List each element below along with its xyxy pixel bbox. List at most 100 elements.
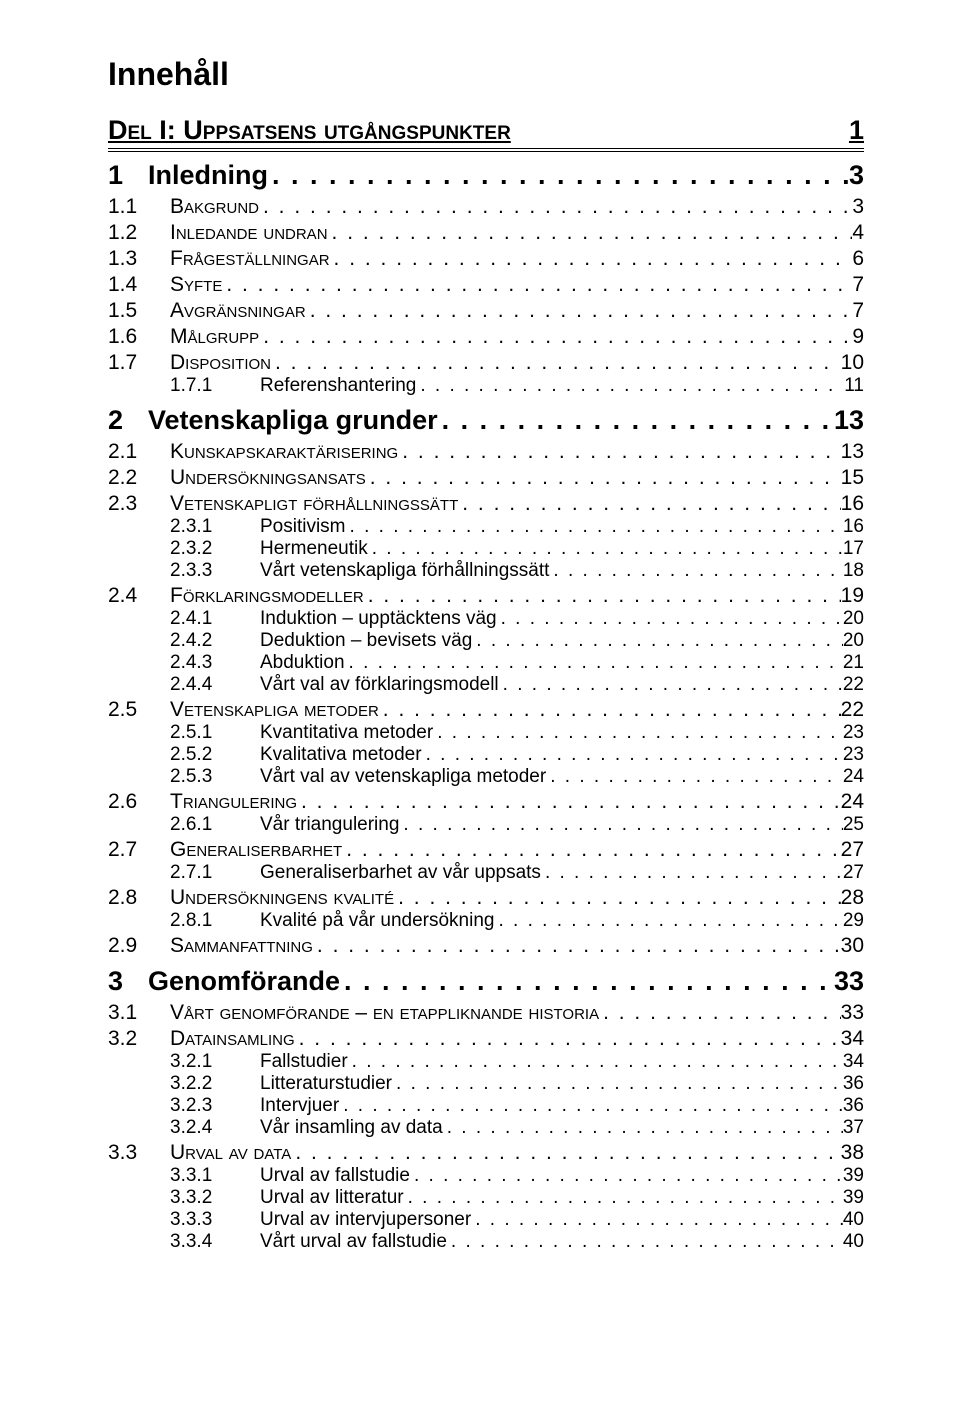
toc-entry-text: Målgrupp: [170, 325, 259, 349]
toc-leader-dots: . . . . . . . . . . . . . . . . . . . . …: [458, 492, 840, 516]
toc-entry: 2.8Undersökningens kvalité. . . . . . . …: [108, 886, 864, 910]
toc-entry-page: 10: [841, 351, 864, 375]
toc-entry-page: 30: [841, 934, 864, 958]
toc-leader-dots: . . . . . . . . . . . . . . . . . . . . …: [297, 790, 841, 814]
toc-entry-page: 11: [844, 375, 864, 397]
toc-entry-number: 3.3.1: [170, 1165, 260, 1187]
toc-leader-dots: . . . . . . . . . . . . . . . . . . . . …: [472, 630, 843, 652]
toc-entry-text: Hermeneutik: [260, 538, 368, 560]
toc-entry-page: 16: [843, 516, 864, 538]
toc-entry-text: Urval av intervjupersoner: [260, 1209, 471, 1231]
toc-leader-dots: . . . . . . . . . . . . . . . . . . . . …: [447, 1231, 843, 1253]
toc-leader-dots: . . . . . . . . . . . . . . . . . . . . …: [497, 608, 843, 630]
toc-entry-number: 2.3.1: [170, 516, 260, 538]
toc-list: 1Inledning. . . . . . . . . . . . . . . …: [108, 160, 864, 1253]
toc-entry-page: 24: [841, 790, 864, 814]
toc-entry-number: 1.4: [108, 273, 170, 297]
toc-entry-text: Vårt val av förklaringsmodell: [260, 674, 499, 696]
toc-entry: 2.3.2Hermeneutik. . . . . . . . . . . . …: [108, 538, 864, 560]
toc-entry-text: Förklaringsmodeller: [170, 584, 364, 608]
toc-entry: 3.2.3Intervjuer. . . . . . . . . . . . .…: [108, 1095, 864, 1117]
toc-entry: 2.7.1Generaliserbarhet av vår uppsats. .…: [108, 862, 864, 884]
toc-entry-number: 2.5.2: [170, 744, 260, 766]
toc-entry-number: 1.2: [108, 221, 170, 245]
toc-entry-number: 1.6: [108, 325, 170, 349]
toc-entry-text: Induktion – upptäcktens väg: [260, 608, 497, 630]
toc-leader-dots: . . . . . . . . . . . . . . . . . . . . …: [368, 538, 843, 560]
toc-entry-page: 34: [843, 1051, 864, 1073]
toc-entry: 1Inledning. . . . . . . . . . . . . . . …: [108, 160, 864, 191]
toc-entry-text: Bakgrund: [170, 195, 259, 219]
toc-entry-number: 2.3.3: [170, 560, 260, 582]
toc-leader-dots: . . . . . . . . . . . . . . . . . . . . …: [549, 560, 842, 582]
toc-entry-number: 3: [108, 966, 148, 997]
toc-leader-dots: . . . . . . . . . . . . . . . . . . . . …: [422, 744, 843, 766]
toc-entry-text: Undersökningens kvalité: [170, 886, 394, 910]
toc-entry-text: Fallstudier: [260, 1051, 348, 1073]
toc-entry: 2Vetenskapliga grunder. . . . . . . . . …: [108, 405, 864, 436]
toc-entry-text: Intervjuer: [260, 1095, 339, 1117]
toc-entry-page: 6: [852, 247, 864, 271]
toc-leader-dots: . . . . . . . . . . . . . . . . . . . . …: [222, 273, 852, 297]
toc-leader-dots: . . . . . . . . . . . . . . . . . . . . …: [599, 1001, 841, 1025]
toc-entry-page: 29: [843, 910, 864, 932]
toc-leader-dots: . . . . . . . . . . . . . . . . . . . . …: [541, 862, 843, 884]
toc-leader-dots: . . . . . . . . . . . . . . . . . . . . …: [291, 1141, 840, 1165]
toc-entry: 2.6Triangulering. . . . . . . . . . . . …: [108, 790, 864, 814]
toc-leader-dots: . . . . . . . . . . . . . . . . . . . . …: [416, 375, 844, 397]
toc-entry-number: 1: [108, 160, 148, 191]
toc-entry-number: 2.2: [108, 466, 170, 490]
toc-entry-text: Syfte: [170, 273, 222, 297]
toc-entry-number: 2.5: [108, 698, 170, 722]
toc-entry: 2.8.1Kvalité på vår undersökning. . . . …: [108, 910, 864, 932]
toc-entry-text: Inledande undran: [170, 221, 328, 245]
toc-entry-number: 2.4.1: [170, 608, 260, 630]
toc-entry-text: Triangulering: [170, 790, 297, 814]
toc-entry-number: 2.9: [108, 934, 170, 958]
toc-entry-number: 3.1: [108, 1001, 170, 1025]
toc-entry-page: 19: [841, 584, 864, 608]
toc-leader-dots: . . . . . . . . . . . . . . . . . . . . …: [259, 325, 852, 349]
toc-title: Innehåll: [108, 56, 864, 93]
toc-entry-text: Disposition: [170, 351, 271, 375]
toc-leader-dots: . . . . . . . . . . . . . . . . . . . . …: [410, 1165, 843, 1187]
toc-leader-dots: . . . . . . . . . . . . . . . . . . . . …: [399, 814, 842, 836]
toc-leader-dots: . . . . . . . . . . . . . . . . . . . . …: [394, 886, 841, 910]
toc-entry-number: 2.1: [108, 440, 170, 464]
toc-entry-page: 33: [834, 966, 864, 997]
toc-entry: 2.4.2Deduktion – bevisets väg. . . . . .…: [108, 630, 864, 652]
toc-leader-dots: . . . . . . . . . . . . . . . . . . . . …: [364, 584, 841, 608]
toc-entry-number: 3.2.2: [170, 1073, 260, 1095]
toc-entry-number: 2.7: [108, 838, 170, 862]
toc-leader-dots: . . . . . . . . . . . . . . . . . . . . …: [271, 351, 841, 375]
toc-entry: 2.9Sammanfattning. . . . . . . . . . . .…: [108, 934, 864, 958]
toc-leader-dots: . . . . . . . . . . . . . . . . . . . . …: [348, 1051, 843, 1073]
toc-entry: 2.3Vetenskapligt förhållningssätt. . . .…: [108, 492, 864, 516]
toc-leader-dots: . . . . . . . . . . . . . . . . . . . . …: [471, 1209, 843, 1231]
toc-entry-number: 3.3: [108, 1141, 170, 1165]
toc-entry-number: 2: [108, 405, 148, 436]
toc-entry-page: 20: [843, 630, 864, 652]
toc-leader-dots: . . . . . . . . . . . . . . . . . . . . …: [433, 722, 843, 744]
toc-entry-page: 23: [843, 744, 864, 766]
toc-entry: 1.1Bakgrund. . . . . . . . . . . . . . .…: [108, 195, 864, 219]
toc-entry-number: 1.7: [108, 351, 170, 375]
toc-entry-text: Vårt vetenskapliga förhållningssätt: [260, 560, 549, 582]
toc-entry-page: 34: [841, 1027, 864, 1051]
toc-entry-number: 1.5: [108, 299, 170, 323]
toc-entry: 1.4Syfte. . . . . . . . . . . . . . . . …: [108, 273, 864, 297]
toc-entry: 1.7.1Referenshantering. . . . . . . . . …: [108, 375, 864, 397]
toc-leader-dots: . . . . . . . . . . . . . . . . . . . . …: [499, 674, 843, 696]
toc-leader-dots: . . . . . . . . . . . . . . . . . . . . …: [546, 766, 843, 788]
toc-leader-dots: . . . . . . . . . . . . . . . . . . . . …: [379, 698, 841, 722]
toc-entry-page: 20: [843, 608, 864, 630]
toc-entry-text: Vårt urval av fallstudie: [260, 1231, 447, 1253]
toc-entry-text: Genomförande: [148, 966, 340, 997]
toc-entry-number: 1.1: [108, 195, 170, 219]
toc-entry-page: 39: [843, 1187, 864, 1209]
toc-leader-dots: . . . . . . . . . . . . . . . . . . . . …: [313, 934, 841, 958]
toc-leader-dots: . . . . . . . . . . . . . . . . . . . . …: [259, 195, 852, 219]
toc-entry-page: 4: [852, 221, 864, 245]
toc-part-heading: Del I: Uppsatsens utgångspunkter 1: [108, 115, 864, 152]
toc-leader-dots: . . . . . . . . . . . . . . . . . . . . …: [328, 221, 853, 245]
